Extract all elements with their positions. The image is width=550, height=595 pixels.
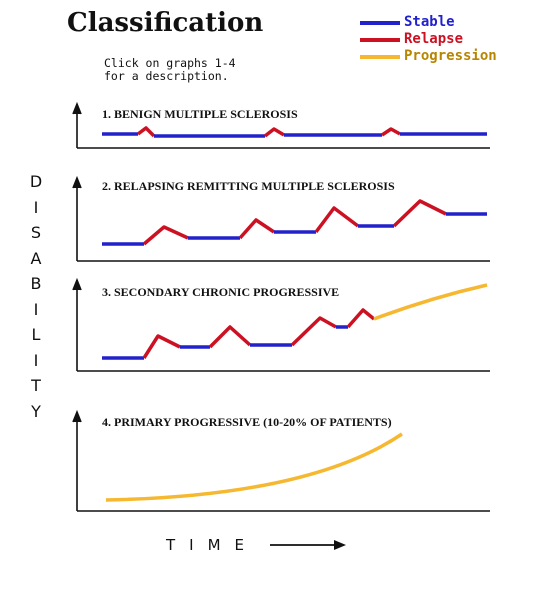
page-title: Classification [67, 8, 264, 38]
graph-1-relapse-line [381, 127, 401, 137]
y-axis-letter: I [33, 350, 39, 370]
y-axis-letter: I [33, 299, 39, 319]
graph-4-primary-progressive[interactable]: 4. PRIMARY PROGRESSIVE (10-20% OF PATIEN… [60, 408, 490, 513]
legend-label-stable: Stable [404, 14, 455, 30]
graph-2-relapsing-remitting[interactable]: 2. RELAPSING REMITTING MULTIPLE SCLEROSI… [60, 174, 490, 264]
graph-2-axes [72, 175, 490, 262]
graph-2-relapse-line [314, 206, 360, 234]
x-axis-arrow-icon [270, 540, 346, 550]
legend-swatch-stable [360, 21, 400, 25]
graph-1-relapse-line [136, 126, 156, 138]
graph-2-title: 2. RELAPSING REMITTING MULTIPLE SCLEROSI… [102, 179, 395, 193]
graph-1-relapse-line [263, 127, 285, 138]
graph-1-axes [72, 101, 490, 149]
legend-label-relapse: Relapse [404, 31, 464, 47]
legend: Stable Relapse Progression [360, 14, 545, 65]
graph-1-plot [72, 101, 490, 149]
y-axis-label-disability: D I S A B I L I T Y [28, 172, 44, 427]
legend-item-progression: Progression [360, 48, 545, 65]
y-axis-letter: B [30, 274, 42, 293]
graph-1-title: 1. BENIGN MULTIPLE SCLEROSIS [102, 107, 298, 121]
y-axis-letter: S [30, 223, 42, 242]
legend-label-progression: Progression [404, 48, 497, 64]
x-axis-label-time: TIME [166, 536, 259, 554]
graph-2-relapse-line [142, 225, 189, 246]
legend-item-stable: Stable [360, 14, 545, 31]
graph-3-relapse-line [346, 308, 376, 329]
y-axis-letter: A [30, 248, 42, 268]
graph-2-relapse-line [392, 199, 447, 228]
graph-3-relapse-line [290, 316, 337, 347]
graph-3-secondary-progressive[interactable]: 3. SECONDARY CHRONIC PROGRESSIVE [60, 276, 490, 374]
graph-2-relapse-line [238, 218, 275, 240]
graph-3-progression-line [373, 283, 488, 321]
y-axis-letter: L [31, 325, 41, 344]
legend-swatch-progression [360, 55, 400, 59]
legend-swatch-relapse [360, 38, 400, 42]
instructions-text: Click on graphs 1-4 for a description. [104, 56, 236, 83]
graph-3-plot [72, 277, 490, 372]
y-axis-letter: I [33, 197, 39, 217]
y-axis-letter: T [31, 376, 41, 395]
graph-4-title: 4. PRIMARY PROGRESSIVE (10-20% OF PATIEN… [102, 415, 392, 429]
graph-3-relapse-line [142, 334, 181, 359]
graph-1-benign[interactable]: 1. BENIGN MULTIPLE SCLEROSIS [60, 100, 490, 150]
y-axis-letter: Y [31, 401, 41, 421]
graph-4-progression-line [105, 432, 403, 502]
legend-item-relapse: Relapse [360, 31, 545, 48]
graph-2-plot [72, 175, 490, 262]
graph-4-axes [72, 409, 490, 512]
graph-4-plot [72, 409, 490, 512]
y-axis-letter: D [29, 172, 43, 191]
graph-3-relapse-line [208, 325, 252, 349]
graph-3-axes [72, 277, 490, 372]
graph-3-title: 3. SECONDARY CHRONIC PROGRESSIVE [102, 285, 340, 299]
